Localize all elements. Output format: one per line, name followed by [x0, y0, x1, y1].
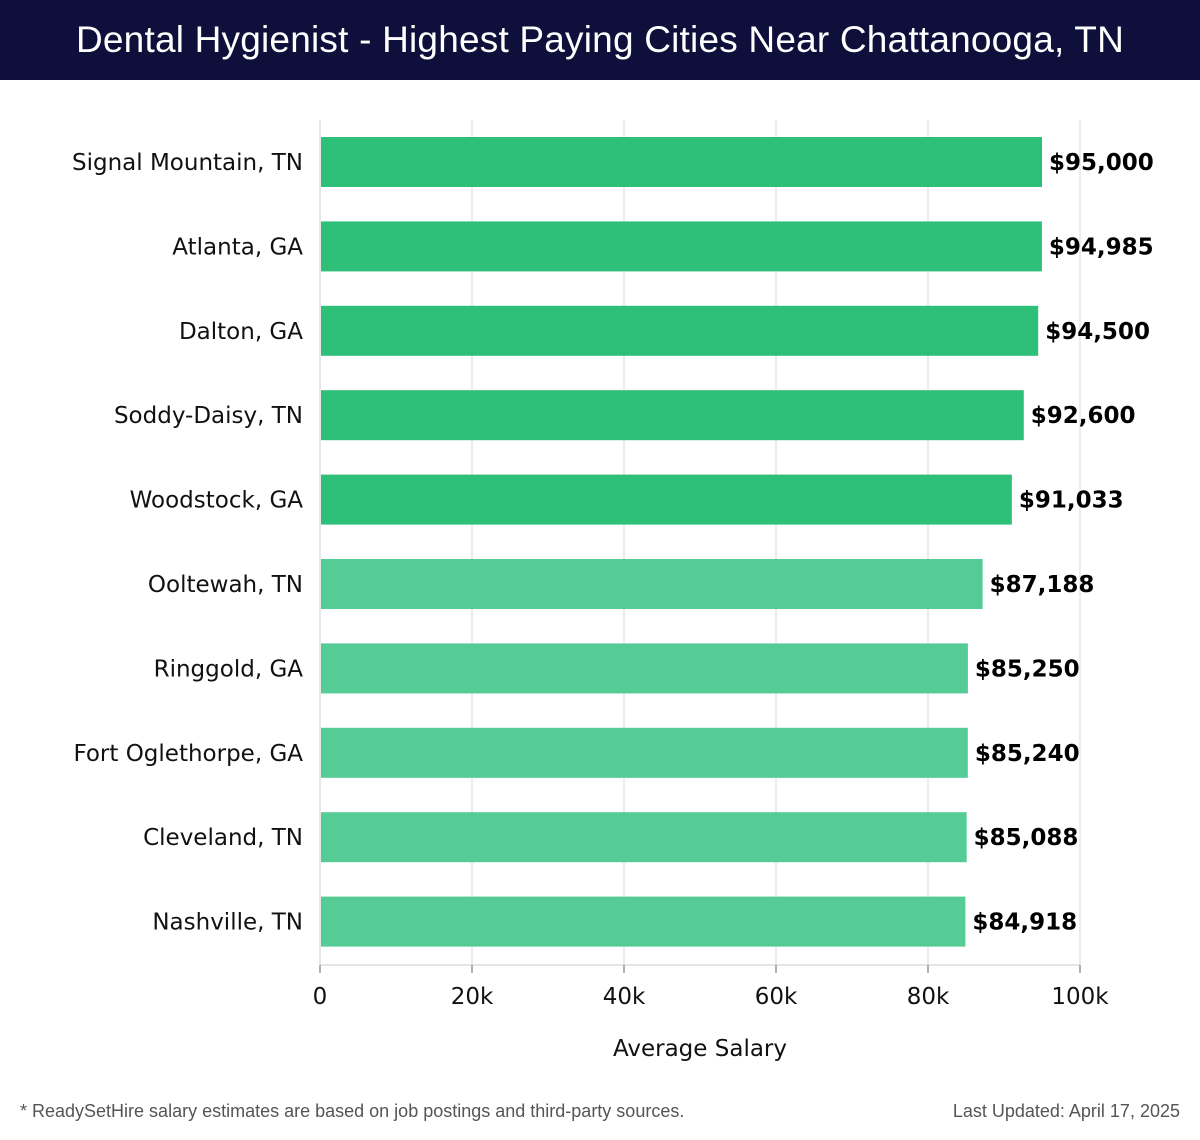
value-label: $87,188: [990, 572, 1095, 598]
category-label: Ringgold, GA: [154, 656, 304, 682]
x-axis-title: Average Salary: [613, 1036, 787, 1062]
bar-chart: Signal Mountain, TN $95,000 Atlanta, GA $94…: [72, 120, 1154, 1062]
value-label: $85,088: [974, 825, 1079, 851]
value-label: $84,918: [972, 910, 1077, 936]
bar: [321, 643, 968, 694]
category-label: Atlanta, GA: [172, 234, 303, 260]
category-label: Dalton, GA: [179, 319, 303, 345]
bar: [321, 390, 1024, 441]
chart-title: Dental Hygienist - Highest Paying Cities…: [75, 19, 1125, 60]
x-tick-label: 20k: [451, 984, 494, 1010]
value-label: $94,500: [1045, 319, 1150, 345]
bar: [321, 727, 968, 778]
x-tick-label: 60k: [755, 984, 798, 1010]
value-label: $85,240: [975, 741, 1080, 767]
value-label: $94,985: [1049, 234, 1154, 260]
value-label: $92,600: [1031, 403, 1136, 429]
bar: [321, 559, 983, 609]
bar: [321, 305, 1039, 356]
chart-header: Dental Hygienist - Highest Paying Cities…: [0, 0, 1200, 80]
x-tick-label: 80k: [907, 984, 950, 1010]
value-label: $95,000: [1049, 150, 1154, 176]
category-label: Soddy-Daisy, TN: [114, 403, 303, 429]
bar: [321, 221, 1042, 272]
category-label: Cleveland, TN: [143, 825, 303, 851]
x-tick-label: 100k: [1051, 984, 1109, 1010]
bar: [321, 137, 1042, 187]
bar: [321, 812, 967, 863]
category-label: Woodstock, GA: [130, 488, 304, 514]
value-label: $91,033: [1019, 488, 1124, 514]
x-tick-label: 40k: [603, 984, 646, 1010]
category-label: Ooltewah, TN: [148, 572, 303, 598]
bar: [321, 474, 1012, 525]
category-label: Fort Oglethorpe, GA: [73, 741, 303, 767]
last-updated: Last Updated: April 17, 2025: [952, 1101, 1180, 1121]
value-label: $85,250: [975, 656, 1080, 682]
category-label: Signal Mountain, TN: [72, 150, 303, 176]
bar: [321, 896, 966, 947]
x-tick-label: 0: [313, 984, 328, 1010]
category-label: Nashville, TN: [152, 910, 303, 936]
footer-note: * ReadySetHire salary estimates are base…: [20, 1101, 685, 1121]
